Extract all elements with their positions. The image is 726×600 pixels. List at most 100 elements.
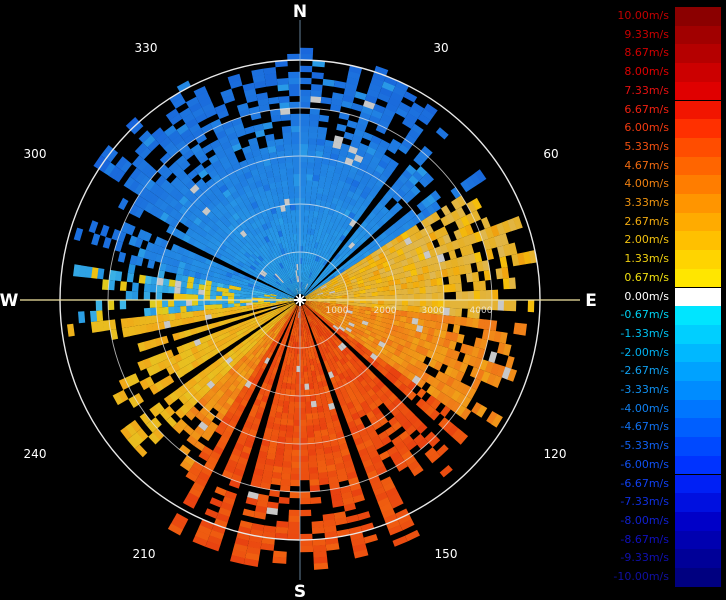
velocity-cell	[285, 228, 290, 236]
legend-swatch	[675, 25, 721, 45]
velocity-cell	[370, 135, 382, 145]
velocity-cell	[334, 517, 348, 526]
velocity-cell	[335, 291, 342, 295]
legend-swatch	[675, 175, 721, 194]
velocity-cell	[339, 227, 346, 235]
velocity-cell	[279, 102, 290, 110]
velocity-cell	[306, 234, 311, 241]
velocity-cell	[254, 412, 263, 421]
legend-swatch	[675, 287, 721, 307]
velocity-cell	[283, 370, 289, 378]
velocity-cell	[310, 306, 316, 310]
velocity-cell	[283, 313, 289, 319]
velocity-cell	[250, 319, 258, 325]
velocity-cell	[341, 292, 348, 296]
velocity-cell	[315, 442, 324, 450]
velocity-cell	[449, 368, 460, 380]
velocity-cell	[332, 312, 340, 318]
velocity-cell	[221, 328, 229, 335]
velocity-cell	[317, 465, 328, 474]
velocity-cell	[307, 155, 316, 163]
velocity-cell	[197, 202, 207, 212]
velocity-cell	[293, 289, 298, 295]
velocity-cell	[290, 240, 295, 247]
velocity-cell	[307, 258, 311, 266]
velocity-cell	[270, 188, 278, 196]
velocity-cell	[249, 317, 257, 323]
velocity-cell	[266, 312, 274, 317]
velocity-cell	[352, 362, 361, 371]
velocity-cell	[377, 497, 391, 508]
velocity-cell	[309, 279, 315, 286]
velocity-cell	[300, 407, 306, 415]
velocity-cell	[331, 197, 339, 205]
legend-swatch	[675, 137, 721, 157]
velocity-cell	[172, 97, 186, 109]
velocity-cell	[312, 376, 318, 384]
velocity-cell	[327, 240, 334, 248]
velocity-cell	[369, 261, 377, 269]
velocity-cell	[501, 366, 512, 380]
velocity-cell	[406, 282, 414, 289]
range-distance-label: 1000	[326, 306, 349, 316]
velocity-cell	[221, 295, 229, 300]
velocity-cell	[300, 461, 309, 469]
velocity-cell	[308, 315, 313, 322]
velocity-cell	[318, 471, 329, 480]
velocity-cell	[315, 268, 320, 275]
velocity-cell	[301, 288, 304, 295]
velocity-cell	[139, 175, 151, 188]
velocity-cell	[345, 368, 354, 376]
velocity-cell	[262, 183, 271, 192]
velocity-cell	[120, 160, 133, 173]
velocity-cell	[286, 259, 291, 266]
velocity-cell	[169, 218, 180, 228]
velocity-cell	[241, 348, 250, 356]
velocity-cell	[192, 310, 200, 317]
velocity-cell	[253, 398, 262, 407]
velocity-cell	[293, 425, 300, 433]
velocity-cell	[175, 155, 187, 167]
velocity-cell	[328, 371, 335, 379]
velocity-cell	[304, 276, 308, 283]
velocity-cell	[193, 338, 202, 347]
velocity-cell	[300, 455, 309, 463]
velocity-cell	[411, 465, 424, 477]
velocity-cell	[278, 162, 287, 170]
velocity-cell	[163, 141, 176, 153]
velocity-cell	[375, 316, 383, 322]
velocity-cell	[308, 125, 319, 133]
velocity-cell	[263, 67, 277, 75]
velocity-cell	[230, 317, 238, 323]
velocity-cell	[428, 435, 441, 448]
velocity-cell	[373, 440, 385, 450]
velocity-cell	[204, 314, 212, 320]
legend-entry: -0.67m/s	[605, 306, 721, 325]
velocity-cell	[312, 326, 317, 334]
velocity-cell	[310, 90, 322, 98]
velocity-cell	[306, 173, 314, 181]
velocity-cell	[164, 214, 175, 225]
velocity-cell	[322, 267, 329, 274]
velocity-cell	[329, 183, 338, 192]
velocity-cell	[269, 260, 276, 268]
velocity-cell	[308, 131, 318, 139]
velocity-cell	[320, 312, 327, 317]
velocity-cell	[254, 219, 262, 228]
velocity-cell	[345, 224, 354, 232]
velocity-cell	[505, 355, 515, 369]
velocity-cell	[446, 267, 455, 277]
velocity-cell	[476, 261, 484, 272]
velocity-cell	[297, 251, 300, 259]
velocity-cell	[185, 256, 194, 265]
velocity-cell	[507, 368, 518, 382]
velocity-cell	[383, 75, 398, 87]
legend-entry: -2.67m/s	[605, 362, 721, 381]
velocity-cell	[188, 101, 202, 113]
velocity-cell	[265, 78, 278, 87]
legend-label: -1.33m/s	[620, 326, 669, 340]
velocity-cell	[397, 374, 407, 384]
velocity-cell	[271, 429, 280, 437]
velocity-cell	[462, 254, 471, 266]
velocity-cell	[128, 235, 138, 247]
